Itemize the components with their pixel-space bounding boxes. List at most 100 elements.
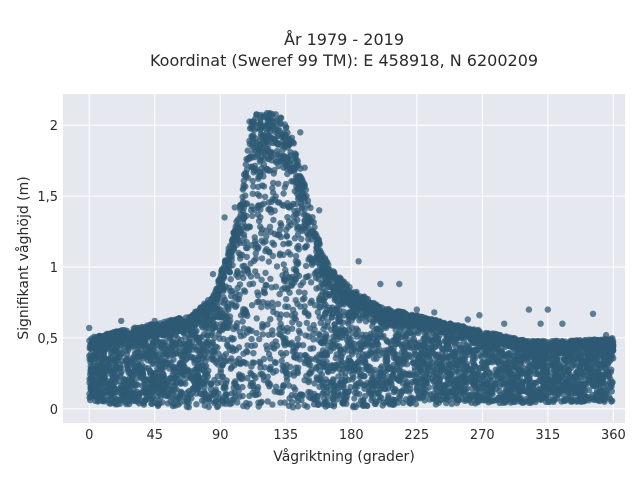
data-point: [281, 284, 288, 291]
data-point: [269, 239, 276, 246]
data-point: [282, 367, 290, 374]
data-point: [294, 335, 301, 342]
data-point: [214, 373, 221, 380]
data-point: [249, 389, 256, 397]
data-point: [468, 399, 475, 406]
data-point: [334, 330, 341, 337]
data-point: [269, 341, 276, 348]
data-point: [203, 363, 210, 370]
data-point: [356, 391, 363, 398]
data-point: [244, 267, 252, 275]
data-point: [276, 290, 283, 298]
data-point: [107, 388, 115, 395]
data-point: [260, 373, 267, 380]
data-point: [458, 356, 465, 363]
data-point: [516, 361, 523, 369]
data-point: [486, 345, 494, 352]
data-point: [112, 357, 120, 365]
data-point: [307, 255, 314, 263]
data-point: [469, 365, 476, 372]
data-point: [439, 348, 446, 356]
data-point: [347, 364, 354, 371]
data-point: [316, 313, 323, 321]
data-point: [268, 284, 275, 291]
data-point: [339, 349, 347, 357]
data-point: [466, 345, 473, 353]
data-point: [283, 233, 290, 240]
data-point: [320, 284, 327, 292]
data-point: [293, 261, 301, 268]
data-point: [295, 246, 302, 253]
data-point: [292, 316, 299, 323]
data-point: [549, 352, 556, 359]
data-point: [169, 379, 177, 386]
data-point: [214, 403, 221, 411]
data-point: [240, 231, 248, 238]
data-point: [301, 309, 309, 316]
data-point: [321, 360, 328, 367]
data-point: [255, 390, 262, 398]
data-point: [283, 296, 290, 303]
data-point: [429, 395, 437, 403]
data-point: [279, 352, 287, 359]
data-point: [445, 345, 453, 353]
data-point: [345, 354, 353, 362]
data-point: [483, 397, 490, 404]
data-point: [247, 260, 254, 267]
data-point: [247, 382, 254, 390]
data-point: [462, 382, 469, 389]
data-point: [305, 333, 312, 340]
data-point: [589, 381, 597, 388]
data-point: [441, 390, 449, 397]
data-point: [280, 340, 288, 347]
data-point: [92, 355, 99, 363]
data-point: [252, 268, 259, 275]
data-point: [585, 386, 593, 394]
data-point: [261, 167, 268, 174]
data-point: [150, 349, 157, 356]
data-point: [321, 336, 328, 343]
data-point: [142, 397, 149, 404]
data-point: [281, 277, 288, 285]
data-point: [232, 393, 240, 400]
data-point: [316, 303, 323, 311]
data-point: [129, 354, 136, 361]
data-point: [264, 398, 271, 405]
data-point: [267, 275, 274, 282]
data-point: [260, 289, 267, 296]
data-point: [279, 362, 286, 370]
data-point: [260, 322, 267, 330]
data-point: [517, 379, 524, 386]
data-point: [160, 387, 167, 394]
data-point: [198, 346, 205, 353]
data-point: [305, 378, 312, 386]
data-point: [267, 355, 274, 362]
data-point: [249, 177, 256, 185]
data-point: [602, 387, 609, 394]
data-point: [353, 325, 360, 332]
data-point: [369, 374, 376, 382]
data-point: [532, 370, 539, 378]
data-point: [338, 376, 346, 383]
data-point: [187, 391, 194, 398]
data-point: [110, 344, 118, 351]
data-point: [361, 357, 369, 365]
data-point: [139, 382, 146, 389]
data-point: [212, 398, 219, 405]
data-point: [232, 323, 239, 330]
data-point: [124, 393, 132, 400]
data-point: [307, 389, 314, 396]
data-point: [414, 356, 421, 363]
data-point: [214, 379, 221, 387]
data-point: [422, 371, 429, 379]
data-point: [285, 382, 293, 389]
data-point: [583, 361, 590, 368]
data-point: [291, 354, 298, 361]
data-point: [280, 190, 287, 197]
data-point: [158, 350, 165, 357]
data-point: [219, 361, 226, 369]
data-point: [416, 391, 423, 398]
data-point: [182, 356, 190, 363]
data-point: [271, 196, 278, 203]
